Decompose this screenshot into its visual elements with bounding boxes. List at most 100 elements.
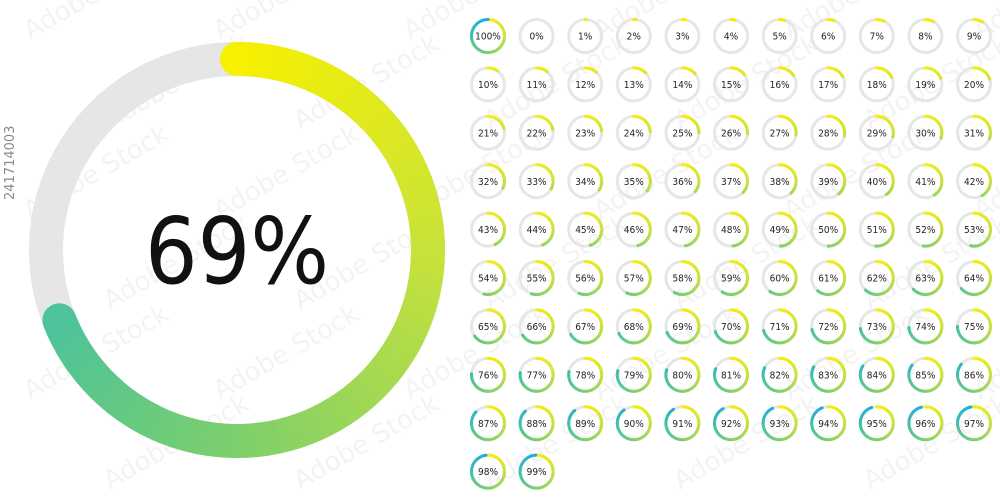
small-progress-ring: 31% bbox=[956, 114, 992, 151]
small-ring-arc-end-cap bbox=[832, 19, 836, 23]
small-ring-percentage-label: 52% bbox=[915, 225, 935, 236]
small-ring-arc-start-cap bbox=[535, 114, 539, 118]
small-ring-arc-start-cap bbox=[778, 211, 782, 215]
small-ring-arc-start-cap bbox=[875, 260, 879, 263]
small-ring-arc-end-cap bbox=[741, 191, 745, 194]
small-ring-percentage-label: 18% bbox=[867, 80, 887, 91]
small-progress-ring: 14% bbox=[664, 66, 701, 103]
small-ring-arc-end-cap bbox=[567, 370, 571, 374]
small-ring-arc-end-cap bbox=[470, 372, 474, 376]
small-progress-ring: 0% bbox=[518, 18, 555, 54]
small-ring-percentage-label: 29% bbox=[867, 128, 887, 139]
small-ring-percentage-label: 15% bbox=[721, 80, 741, 91]
small-ring-arc-end-cap bbox=[931, 20, 935, 24]
small-ring-arc-end-cap bbox=[600, 129, 604, 133]
small-ring-percentage-label: 21% bbox=[478, 128, 498, 139]
small-progress-ring: 75% bbox=[956, 308, 993, 345]
small-ring-progress-arc bbox=[680, 66, 697, 76]
small-ring-percentage-label: 9% bbox=[967, 32, 982, 43]
small-ring-arc-end-cap bbox=[545, 70, 549, 74]
small-ring-percentage-label: 73% bbox=[867, 322, 887, 333]
small-ring-progress-arc bbox=[632, 114, 652, 134]
small-ring-arc-end-cap bbox=[907, 325, 911, 329]
small-ring-arc-end-cap bbox=[789, 191, 793, 195]
small-ring-arc-start-cap bbox=[535, 211, 539, 215]
small-progress-ring: 17% bbox=[810, 66, 847, 103]
small-ring-arc-start-cap bbox=[826, 308, 830, 312]
small-progress-ring: 15% bbox=[713, 66, 749, 103]
small-ring-progress-arc bbox=[875, 18, 886, 23]
small-ring-arc-end-cap bbox=[837, 192, 841, 196]
small-ring-arc-end-cap bbox=[584, 18, 588, 22]
small-progress-ring: 36% bbox=[664, 163, 701, 200]
small-ring-arc-end-cap bbox=[482, 292, 486, 296]
small-ring-arc-end-cap bbox=[939, 76, 943, 80]
small-ring-progress-arc bbox=[486, 163, 507, 190]
small-progress-ring: 7% bbox=[858, 18, 895, 54]
small-ring-arc-start-cap bbox=[680, 308, 684, 312]
small-ring-progress-arc bbox=[972, 66, 992, 81]
small-ring-arc-start-cap bbox=[729, 308, 733, 312]
small-ring-arc-start-cap bbox=[486, 260, 490, 263]
small-progress-ring: 30% bbox=[907, 114, 944, 151]
small-progress-ring: 43% bbox=[470, 211, 507, 248]
small-ring-arc-end-cap bbox=[541, 243, 545, 247]
small-ring-arc-end-cap bbox=[597, 188, 601, 192]
small-ring-percentage-label: 82% bbox=[770, 370, 790, 381]
small-progress-ring: 1% bbox=[567, 18, 604, 54]
small-ring-arc-end-cap bbox=[634, 18, 638, 22]
small-ring-progress-arc bbox=[923, 163, 944, 197]
small-ring-progress-arc bbox=[826, 18, 836, 23]
small-ring-arc-end-cap bbox=[864, 288, 867, 292]
small-ring-percentage-label: 41% bbox=[915, 177, 935, 188]
small-ring-arc-end-cap bbox=[742, 73, 746, 77]
small-ring-progress-arc bbox=[535, 163, 555, 191]
small-ring-arc-start-cap bbox=[583, 163, 587, 167]
small-ring-arc-end-cap bbox=[595, 70, 598, 74]
small-ring-percentage-label: 28% bbox=[818, 128, 838, 139]
small-ring-arc-end-cap bbox=[885, 193, 888, 197]
small-progress-ring: 3% bbox=[664, 18, 701, 54]
small-ring-percentage-label: 79% bbox=[624, 370, 644, 381]
small-ring-arc-end-cap bbox=[733, 18, 737, 22]
small-ring-percentage-label: 40% bbox=[867, 177, 887, 188]
small-ring-arc-start-cap bbox=[923, 211, 927, 215]
small-ring-percentage-label: 26% bbox=[721, 128, 741, 139]
small-ring-arc-end-cap bbox=[792, 74, 796, 78]
small-ring-progress-arc bbox=[680, 163, 701, 194]
small-ring-arc-start-cap bbox=[729, 163, 733, 167]
small-ring-percentage-label: 16% bbox=[770, 80, 790, 91]
small-ring-percentage-label: 61% bbox=[818, 274, 838, 285]
large-ring-arc-start-cap bbox=[220, 42, 254, 76]
small-ring-percentage-label: 57% bbox=[624, 274, 644, 285]
small-ring-percentage-label: 33% bbox=[527, 177, 547, 188]
small-progress-ring: 32% bbox=[470, 163, 507, 200]
large-ring-arc-end-cap bbox=[42, 303, 77, 338]
watermark-text: Adobe Stock bbox=[859, 389, 1000, 496]
small-ring-arc-end-cap bbox=[745, 132, 749, 136]
small-ring-percentage-label: 30% bbox=[915, 128, 935, 139]
small-ring-percentage-label: 70% bbox=[721, 322, 741, 333]
small-ring-percentage-label: 83% bbox=[818, 370, 838, 381]
small-ring-arc-end-cap bbox=[939, 136, 943, 140]
small-ring-percentage-label: 81% bbox=[721, 370, 741, 381]
small-ring-arc-end-cap bbox=[720, 290, 724, 294]
small-ring-progress-arc bbox=[778, 114, 798, 137]
small-ring-arc-end-cap bbox=[588, 243, 592, 247]
small-progress-ring: 56% bbox=[567, 260, 604, 296]
small-ring-progress-arc bbox=[923, 66, 943, 80]
small-ring-percentage-label: 68% bbox=[624, 322, 644, 333]
small-ring-arc-start-cap bbox=[486, 211, 490, 215]
small-ring-progress-arc bbox=[632, 163, 652, 193]
small-ring-arc-end-cap bbox=[812, 365, 816, 369]
small-ring-arc-start-cap bbox=[778, 66, 782, 70]
small-ring-arc-start-cap bbox=[632, 356, 636, 360]
small-ring-percentage-label: 10% bbox=[478, 80, 498, 91]
small-ring-progress-arc bbox=[535, 114, 555, 132]
small-ring-percentage-label: 55% bbox=[527, 274, 547, 285]
small-ring-arc-start-cap bbox=[778, 356, 782, 360]
small-ring-percentage-label: 11% bbox=[527, 80, 547, 91]
small-progress-ring: 47% bbox=[664, 211, 701, 248]
small-ring-arc-end-cap bbox=[911, 287, 915, 291]
small-ring-arc-start-cap bbox=[680, 18, 684, 21]
